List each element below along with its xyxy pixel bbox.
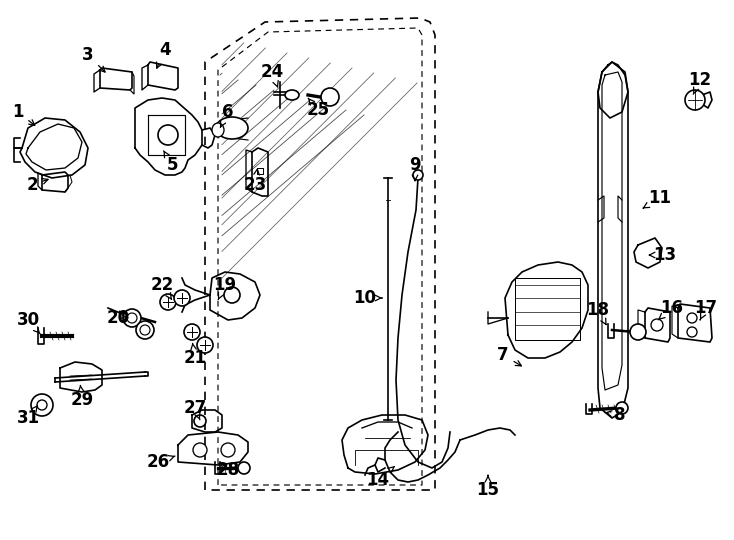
Circle shape	[140, 325, 150, 335]
Circle shape	[31, 394, 53, 416]
Text: 15: 15	[476, 475, 500, 499]
Text: 6: 6	[220, 103, 233, 127]
Text: 5: 5	[164, 151, 178, 174]
Circle shape	[224, 287, 240, 303]
Circle shape	[651, 319, 663, 331]
Ellipse shape	[285, 90, 299, 100]
Text: 11: 11	[643, 189, 672, 208]
Text: 12: 12	[688, 71, 711, 94]
Circle shape	[184, 324, 200, 340]
Text: 13: 13	[650, 246, 677, 264]
Circle shape	[616, 402, 628, 414]
Text: 18: 18	[586, 301, 609, 325]
Circle shape	[238, 462, 250, 474]
Circle shape	[194, 415, 206, 427]
Text: 14: 14	[366, 467, 394, 489]
Text: 4: 4	[156, 41, 171, 68]
Text: 1: 1	[12, 103, 34, 125]
Text: 29: 29	[70, 386, 94, 409]
Circle shape	[160, 294, 176, 310]
Text: 9: 9	[409, 156, 421, 180]
Circle shape	[685, 90, 705, 110]
Text: 26: 26	[147, 453, 175, 471]
Text: 27: 27	[184, 399, 207, 420]
Circle shape	[37, 400, 47, 410]
Circle shape	[158, 125, 178, 145]
Text: 7: 7	[497, 346, 521, 366]
Text: 25: 25	[306, 98, 330, 119]
Circle shape	[221, 443, 235, 457]
Text: 20: 20	[106, 309, 130, 327]
Text: 24: 24	[261, 63, 283, 87]
Text: 17: 17	[694, 299, 718, 320]
Circle shape	[193, 443, 207, 457]
Text: 10: 10	[354, 289, 382, 307]
Circle shape	[197, 337, 213, 353]
Text: 19: 19	[214, 276, 236, 299]
Text: 8: 8	[606, 406, 626, 424]
Text: 3: 3	[82, 46, 105, 72]
Text: 21: 21	[184, 343, 206, 367]
Circle shape	[127, 313, 137, 323]
Text: 23: 23	[244, 169, 266, 194]
Circle shape	[630, 324, 646, 340]
Circle shape	[136, 321, 154, 339]
Ellipse shape	[216, 117, 248, 139]
Circle shape	[413, 170, 423, 180]
Ellipse shape	[212, 123, 224, 137]
Text: 31: 31	[16, 406, 40, 427]
Text: 16: 16	[658, 299, 683, 320]
Text: 2: 2	[26, 176, 48, 194]
Circle shape	[687, 327, 697, 337]
Circle shape	[174, 290, 190, 306]
Circle shape	[321, 88, 339, 106]
Circle shape	[687, 313, 697, 323]
Circle shape	[123, 309, 141, 327]
Text: 28: 28	[217, 461, 239, 479]
Text: 22: 22	[150, 276, 174, 299]
Text: 30: 30	[16, 311, 40, 334]
